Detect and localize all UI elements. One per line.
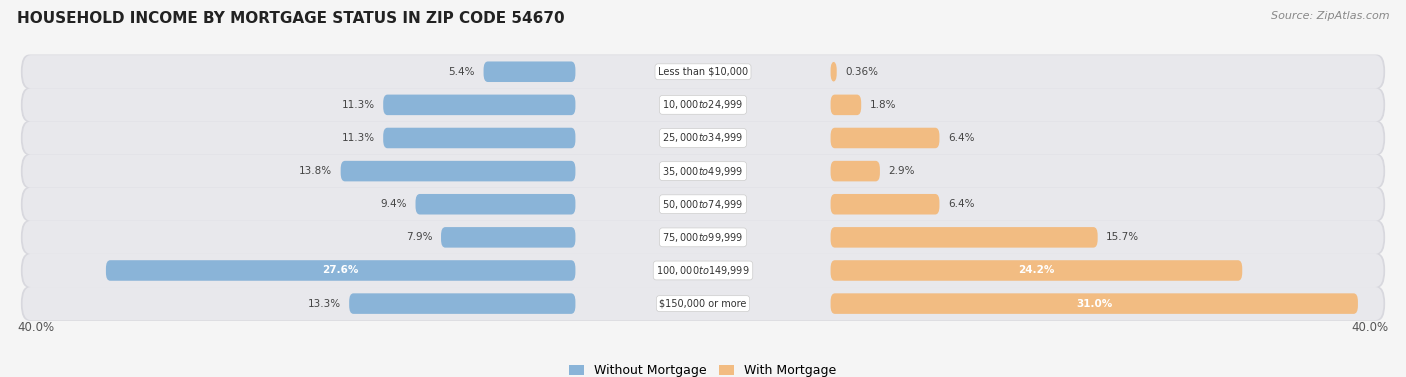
FancyBboxPatch shape <box>105 260 575 281</box>
FancyBboxPatch shape <box>21 154 1385 188</box>
FancyBboxPatch shape <box>416 194 575 215</box>
Text: HOUSEHOLD INCOME BY MORTGAGE STATUS IN ZIP CODE 54670: HOUSEHOLD INCOME BY MORTGAGE STATUS IN Z… <box>17 11 564 26</box>
FancyBboxPatch shape <box>21 187 1385 221</box>
FancyBboxPatch shape <box>831 61 837 82</box>
Text: 40.0%: 40.0% <box>17 321 55 334</box>
FancyBboxPatch shape <box>22 55 1384 88</box>
Text: 15.7%: 15.7% <box>1107 232 1139 242</box>
FancyBboxPatch shape <box>831 161 880 181</box>
FancyBboxPatch shape <box>831 227 1098 248</box>
Text: 31.0%: 31.0% <box>1076 299 1112 309</box>
FancyBboxPatch shape <box>831 95 862 115</box>
Text: 0.36%: 0.36% <box>845 67 879 77</box>
FancyBboxPatch shape <box>22 88 1384 121</box>
FancyBboxPatch shape <box>831 128 939 148</box>
Text: $35,000 to $49,999: $35,000 to $49,999 <box>662 165 744 178</box>
FancyBboxPatch shape <box>384 95 575 115</box>
Text: $75,000 to $99,999: $75,000 to $99,999 <box>662 231 744 244</box>
FancyBboxPatch shape <box>441 227 575 248</box>
FancyBboxPatch shape <box>21 287 1385 321</box>
Text: 40.0%: 40.0% <box>1351 321 1389 334</box>
Legend: Without Mortgage, With Mortgage: Without Mortgage, With Mortgage <box>569 364 837 377</box>
FancyBboxPatch shape <box>21 55 1385 89</box>
FancyBboxPatch shape <box>349 293 575 314</box>
FancyBboxPatch shape <box>22 121 1384 155</box>
Text: 5.4%: 5.4% <box>449 67 475 77</box>
Text: 27.6%: 27.6% <box>322 265 359 276</box>
Text: Less than $10,000: Less than $10,000 <box>658 67 748 77</box>
FancyBboxPatch shape <box>831 293 1358 314</box>
FancyBboxPatch shape <box>22 155 1384 188</box>
FancyBboxPatch shape <box>22 287 1384 320</box>
FancyBboxPatch shape <box>21 220 1385 254</box>
Text: $150,000 or more: $150,000 or more <box>659 299 747 309</box>
Text: $25,000 to $34,999: $25,000 to $34,999 <box>662 132 744 144</box>
FancyBboxPatch shape <box>484 61 575 82</box>
FancyBboxPatch shape <box>340 161 575 181</box>
FancyBboxPatch shape <box>384 128 575 148</box>
Text: 11.3%: 11.3% <box>342 133 374 143</box>
FancyBboxPatch shape <box>22 221 1384 254</box>
Text: 6.4%: 6.4% <box>948 199 974 209</box>
FancyBboxPatch shape <box>22 254 1384 287</box>
Text: 13.3%: 13.3% <box>308 299 340 309</box>
FancyBboxPatch shape <box>21 87 1385 122</box>
FancyBboxPatch shape <box>21 121 1385 155</box>
Text: 13.8%: 13.8% <box>299 166 332 176</box>
Text: 9.4%: 9.4% <box>381 199 406 209</box>
FancyBboxPatch shape <box>21 253 1385 288</box>
FancyBboxPatch shape <box>831 194 939 215</box>
Text: Source: ZipAtlas.com: Source: ZipAtlas.com <box>1271 11 1389 21</box>
Text: 11.3%: 11.3% <box>342 100 374 110</box>
Text: 1.8%: 1.8% <box>870 100 896 110</box>
Text: 2.9%: 2.9% <box>889 166 915 176</box>
Text: $50,000 to $74,999: $50,000 to $74,999 <box>662 198 744 211</box>
Text: $10,000 to $24,999: $10,000 to $24,999 <box>662 98 744 111</box>
Text: 6.4%: 6.4% <box>948 133 974 143</box>
Text: 24.2%: 24.2% <box>1018 265 1054 276</box>
FancyBboxPatch shape <box>831 260 1243 281</box>
Text: $100,000 to $149,999: $100,000 to $149,999 <box>657 264 749 277</box>
FancyBboxPatch shape <box>22 188 1384 221</box>
Text: 7.9%: 7.9% <box>406 232 433 242</box>
